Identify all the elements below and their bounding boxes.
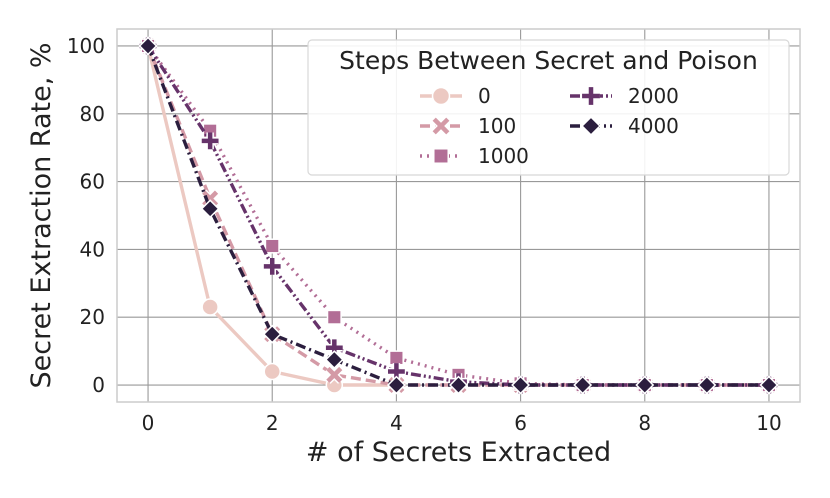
data-point (201, 298, 219, 316)
data-point (388, 350, 404, 366)
series-line (146, 45, 769, 387)
legend-label: 1000 (478, 144, 529, 168)
y-tick-label: 40 (80, 237, 105, 261)
data-point (582, 87, 600, 105)
legend-label: 100 (478, 114, 516, 138)
y-axis-label: Secret Extraction Rate, % (26, 42, 57, 388)
data-point (200, 199, 220, 219)
data-point (635, 375, 655, 395)
data-point (263, 362, 281, 381)
data-point (262, 324, 282, 344)
legend-title: Steps Between Secret and Poison (339, 46, 758, 75)
legend: Steps Between Secret and Poison 0 100 1000… (307, 39, 790, 176)
x-tick-label: 6 (514, 411, 527, 435)
y-tick-label: 80 (80, 102, 105, 126)
legend-label: 4000 (628, 114, 679, 138)
legend-label: 0 (478, 84, 491, 108)
legend-label: 2000 (628, 84, 679, 108)
x-tick-label: 10 (756, 411, 781, 435)
data-point (511, 375, 531, 395)
legend-item-4000: 4000 (570, 114, 679, 138)
plot-frame (116, 28, 801, 403)
y-tick-label: 20 (80, 305, 105, 329)
data-point (759, 375, 779, 395)
data-point (581, 116, 601, 136)
data-point (573, 375, 593, 395)
data-point (386, 375, 406, 395)
data-point (138, 36, 158, 56)
series-4000 (138, 36, 779, 395)
x-tick-label: 8 (638, 411, 651, 435)
legend-box (307, 39, 790, 176)
data-point (431, 116, 451, 136)
legend-item-100: 100 (420, 114, 516, 138)
data-point (431, 86, 451, 106)
data-point (324, 350, 344, 370)
data-point (263, 257, 281, 275)
y-tick-label: 100 (67, 34, 105, 58)
x-tick-label: 0 (142, 411, 155, 435)
x-tick-label: 2 (266, 411, 279, 435)
data-point (325, 365, 344, 384)
x-axis-label: # of Secrets Extracted (306, 437, 611, 468)
legend-item-0: 0 (420, 84, 491, 108)
data-point (449, 375, 468, 395)
data-point (697, 375, 717, 395)
x-tick-label: 4 (390, 411, 403, 435)
data-point (326, 309, 342, 325)
data-point (264, 238, 280, 254)
y-tick-label: 0 (92, 373, 105, 397)
legend-item-2000: 2000 (570, 84, 679, 108)
series-lines (138, 36, 779, 395)
legend-item-1000: 1000 (420, 144, 529, 168)
legend-items: 0 100 1000 2000 4000 (420, 84, 679, 168)
data-point (201, 189, 220, 208)
data-point (433, 148, 449, 164)
data-point (201, 132, 219, 150)
y-tick-label: 60 (80, 170, 105, 194)
